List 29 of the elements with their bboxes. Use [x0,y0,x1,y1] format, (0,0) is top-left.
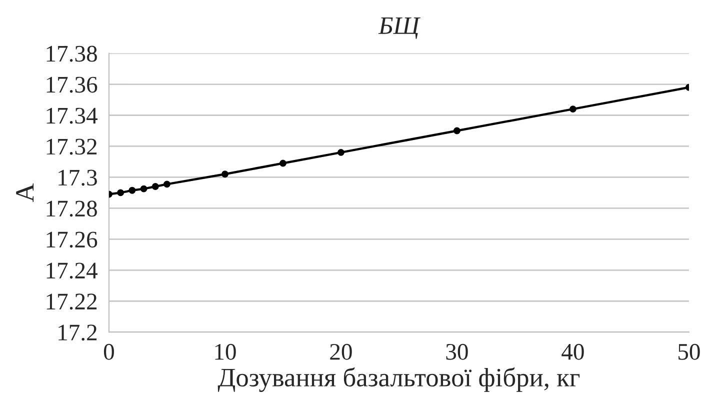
chart-title: БЩ [378,17,420,39]
point [569,106,576,113]
x-axis-title: Дозування базальтової фібри, кг [218,367,580,392]
y-tick-label: 17.2 [58,324,97,341]
point [279,160,286,167]
x-tick-label: 40 [562,344,584,360]
point [337,148,344,156]
y-tick-label: 17.22 [46,294,97,310]
x-tick-label: 30 [446,344,468,360]
y-tick-label: 17.34 [46,108,98,124]
y-tick-label: 17.28 [46,200,97,217]
x-tick-label: 10 [215,344,236,360]
point [117,189,124,196]
y-tick-label: 17.32 [46,138,97,155]
y-tick-label: 17.3 [58,170,97,186]
y-tick-label: 17.24 [46,262,98,279]
y-tick-label: 17.36 [46,76,98,93]
x-tick-label: 0 [104,344,114,360]
point [128,186,136,194]
point [453,127,460,134]
x-tick-label: 20 [330,344,352,360]
point [221,170,228,178]
y-tick-label: 17.26 [46,232,98,248]
point [152,183,159,190]
point [140,185,148,192]
x-tick-label: 50 [678,344,700,360]
y-axis-title: А [16,183,34,202]
y-tick-label: 17.38 [46,46,97,62]
point [163,180,170,188]
